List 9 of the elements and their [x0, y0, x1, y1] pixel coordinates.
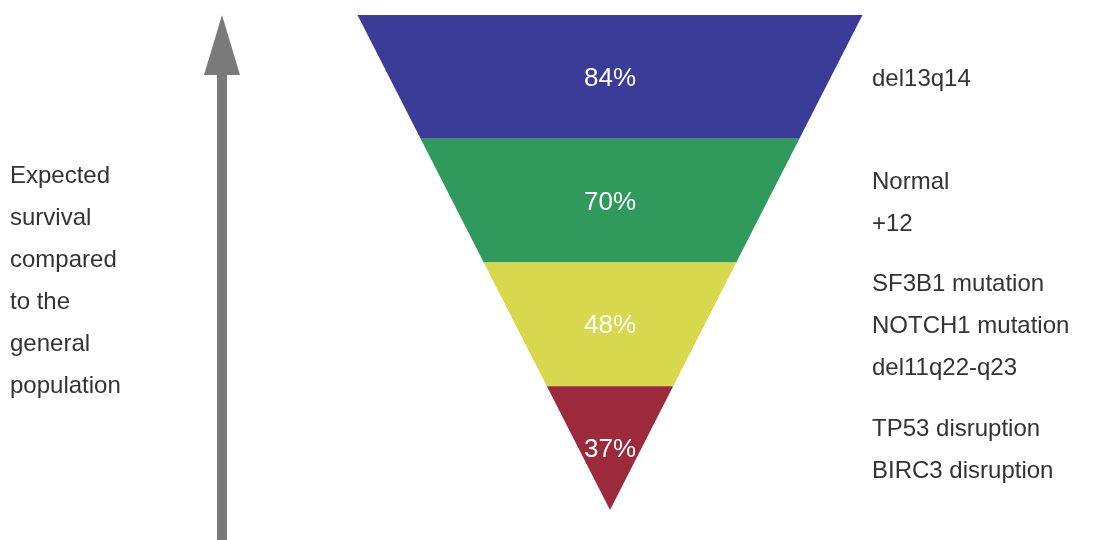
data-label: 84% — [583, 61, 637, 92]
category-label: Normal +12 — [872, 166, 950, 236]
category-label: SF3B1 mutation NOTCH1 mutation del11q22-q23 — [872, 269, 1070, 381]
data-label: 48% — [583, 309, 637, 340]
category-label: del13q14 — [872, 63, 971, 91]
data-label: 37% — [583, 433, 637, 464]
text: Expected survival compared to the general population — [10, 161, 121, 398]
category-label: TP53 disruption BIRC3 disruption — [872, 414, 1054, 484]
data-label: 70% — [583, 185, 637, 216]
